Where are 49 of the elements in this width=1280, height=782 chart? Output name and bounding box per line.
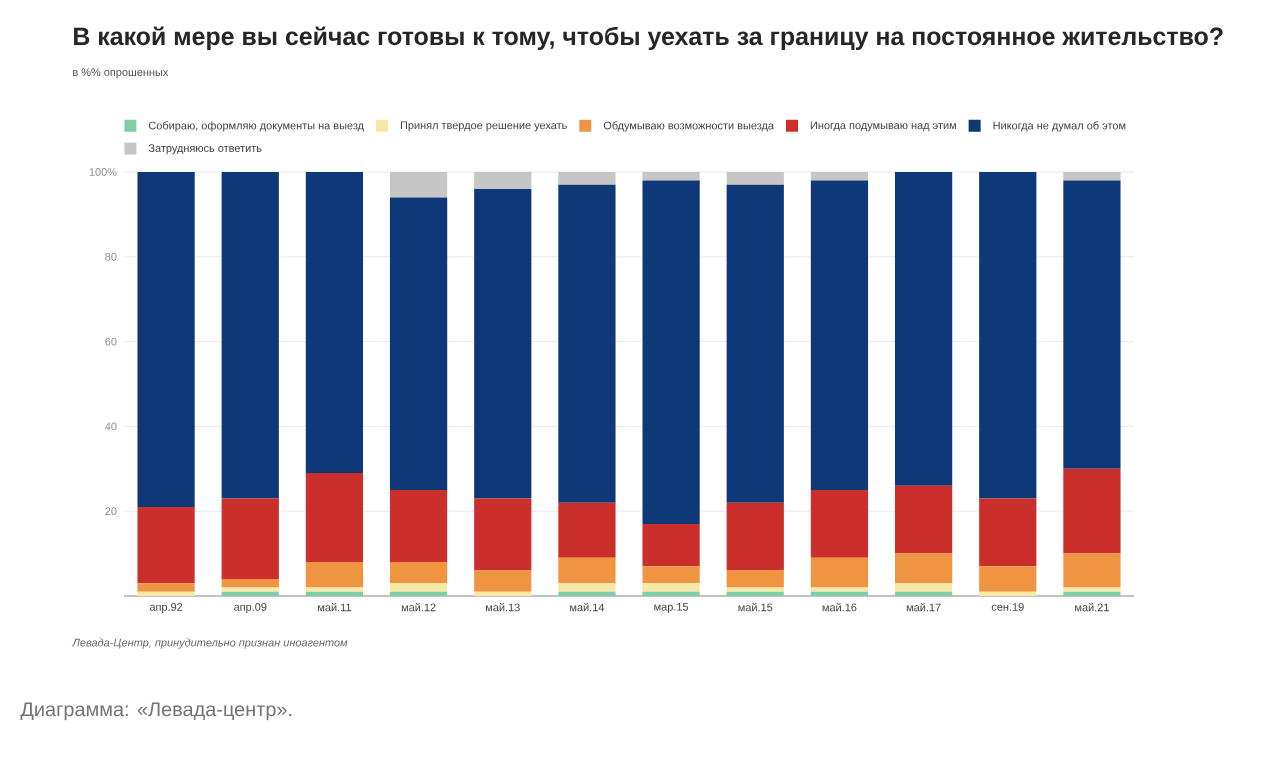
bar <box>305 562 364 588</box>
bar <box>1063 468 1121 554</box>
bar <box>642 583 700 592</box>
bar <box>137 506 195 584</box>
bar <box>474 188 532 499</box>
bar <box>979 498 1037 567</box>
bar <box>389 490 448 563</box>
bar <box>389 171 448 198</box>
bar <box>221 579 279 588</box>
bar <box>979 171 1037 499</box>
bar <box>894 171 953 486</box>
bar <box>389 583 448 592</box>
bar <box>642 171 700 181</box>
bar <box>558 502 616 558</box>
bar <box>726 171 784 185</box>
text: Диаграмма: «Левада-центр». <box>20 702 292 721</box>
bar <box>389 562 448 584</box>
bar <box>474 171 532 189</box>
bar <box>137 583 195 592</box>
bar <box>642 180 700 524</box>
bar <box>726 502 784 571</box>
bar <box>558 557 616 584</box>
bar <box>894 553 953 584</box>
bar <box>642 523 700 567</box>
bar <box>726 570 784 588</box>
bar <box>221 171 279 499</box>
bar <box>810 557 869 588</box>
bar <box>642 566 700 584</box>
chart-title: В какой мере вы сейчас готовы к тому, чтобы уехать за границу на постоянное жительство? <box>74 26 1223 51</box>
bar <box>1063 180 1121 469</box>
bar <box>894 485 953 554</box>
bar <box>305 171 364 474</box>
bar <box>810 180 869 490</box>
bar <box>1063 553 1121 588</box>
bar <box>810 490 869 558</box>
bar <box>474 570 532 592</box>
bar <box>810 171 869 181</box>
bar <box>558 583 616 592</box>
bar <box>389 197 448 490</box>
bar <box>305 473 364 563</box>
bar <box>979 566 1037 592</box>
bar <box>726 184 784 503</box>
bar <box>474 498 532 571</box>
bar <box>137 171 195 507</box>
bar <box>894 583 953 592</box>
bar <box>221 498 279 580</box>
bar <box>1063 171 1121 181</box>
bar <box>558 184 616 503</box>
bar <box>558 171 616 185</box>
